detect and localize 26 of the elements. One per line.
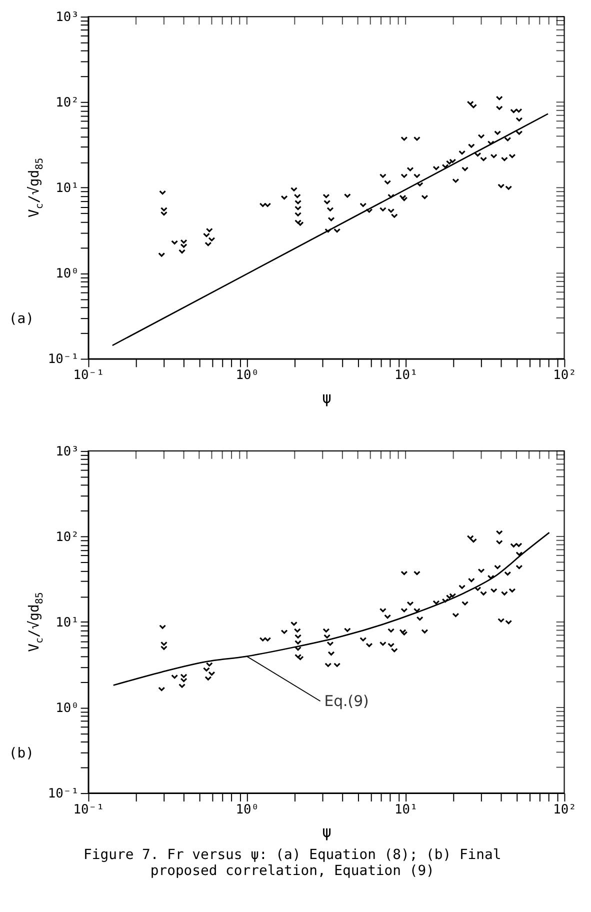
x-axis-title: ψ bbox=[322, 388, 332, 407]
x-tick-label: 10¹ bbox=[394, 368, 418, 384]
text: (b) bbox=[8, 745, 34, 762]
x-tick-label: 10⁰ bbox=[236, 802, 260, 818]
y-tick-label: 10¹ bbox=[56, 615, 79, 630]
annotation: Eq.(9) bbox=[324, 692, 369, 710]
y-axis-title: Vc/√gd85 bbox=[26, 158, 46, 218]
y-tick-label: 10³ bbox=[56, 444, 79, 460]
x-tick-label: 10⁻¹ bbox=[73, 802, 104, 818]
x-tick-label: 10¹ bbox=[394, 802, 418, 818]
y-tick-label: 10¹ bbox=[56, 181, 79, 196]
y-tick-label: 10³ bbox=[56, 10, 79, 26]
y-tick-label: 10² bbox=[56, 96, 79, 111]
y-tick-label: 10⁻¹ bbox=[48, 352, 79, 368]
text: (a) bbox=[8, 311, 34, 328]
x-tick-label: 10² bbox=[553, 802, 576, 818]
x-tick-label: 10² bbox=[553, 368, 576, 384]
y-tick-label: 10⁻¹ bbox=[48, 786, 79, 802]
caption: Figure 7. Fr versus ψ: (a) Equation (8); (b) Final proposed correlation, Equation (9) bbox=[84, 846, 502, 879]
y-tick-label: 10² bbox=[56, 530, 79, 545]
x-tick-label: 10⁰ bbox=[236, 368, 260, 384]
y-tick-label: 10⁰ bbox=[56, 700, 79, 716]
x-axis-title: ψ bbox=[322, 822, 332, 842]
y-axis-title: Vc/√gd85 bbox=[26, 592, 46, 652]
y-tick-label: 10⁰ bbox=[56, 266, 79, 282]
x-tick-label: 10⁻¹ bbox=[73, 368, 104, 384]
